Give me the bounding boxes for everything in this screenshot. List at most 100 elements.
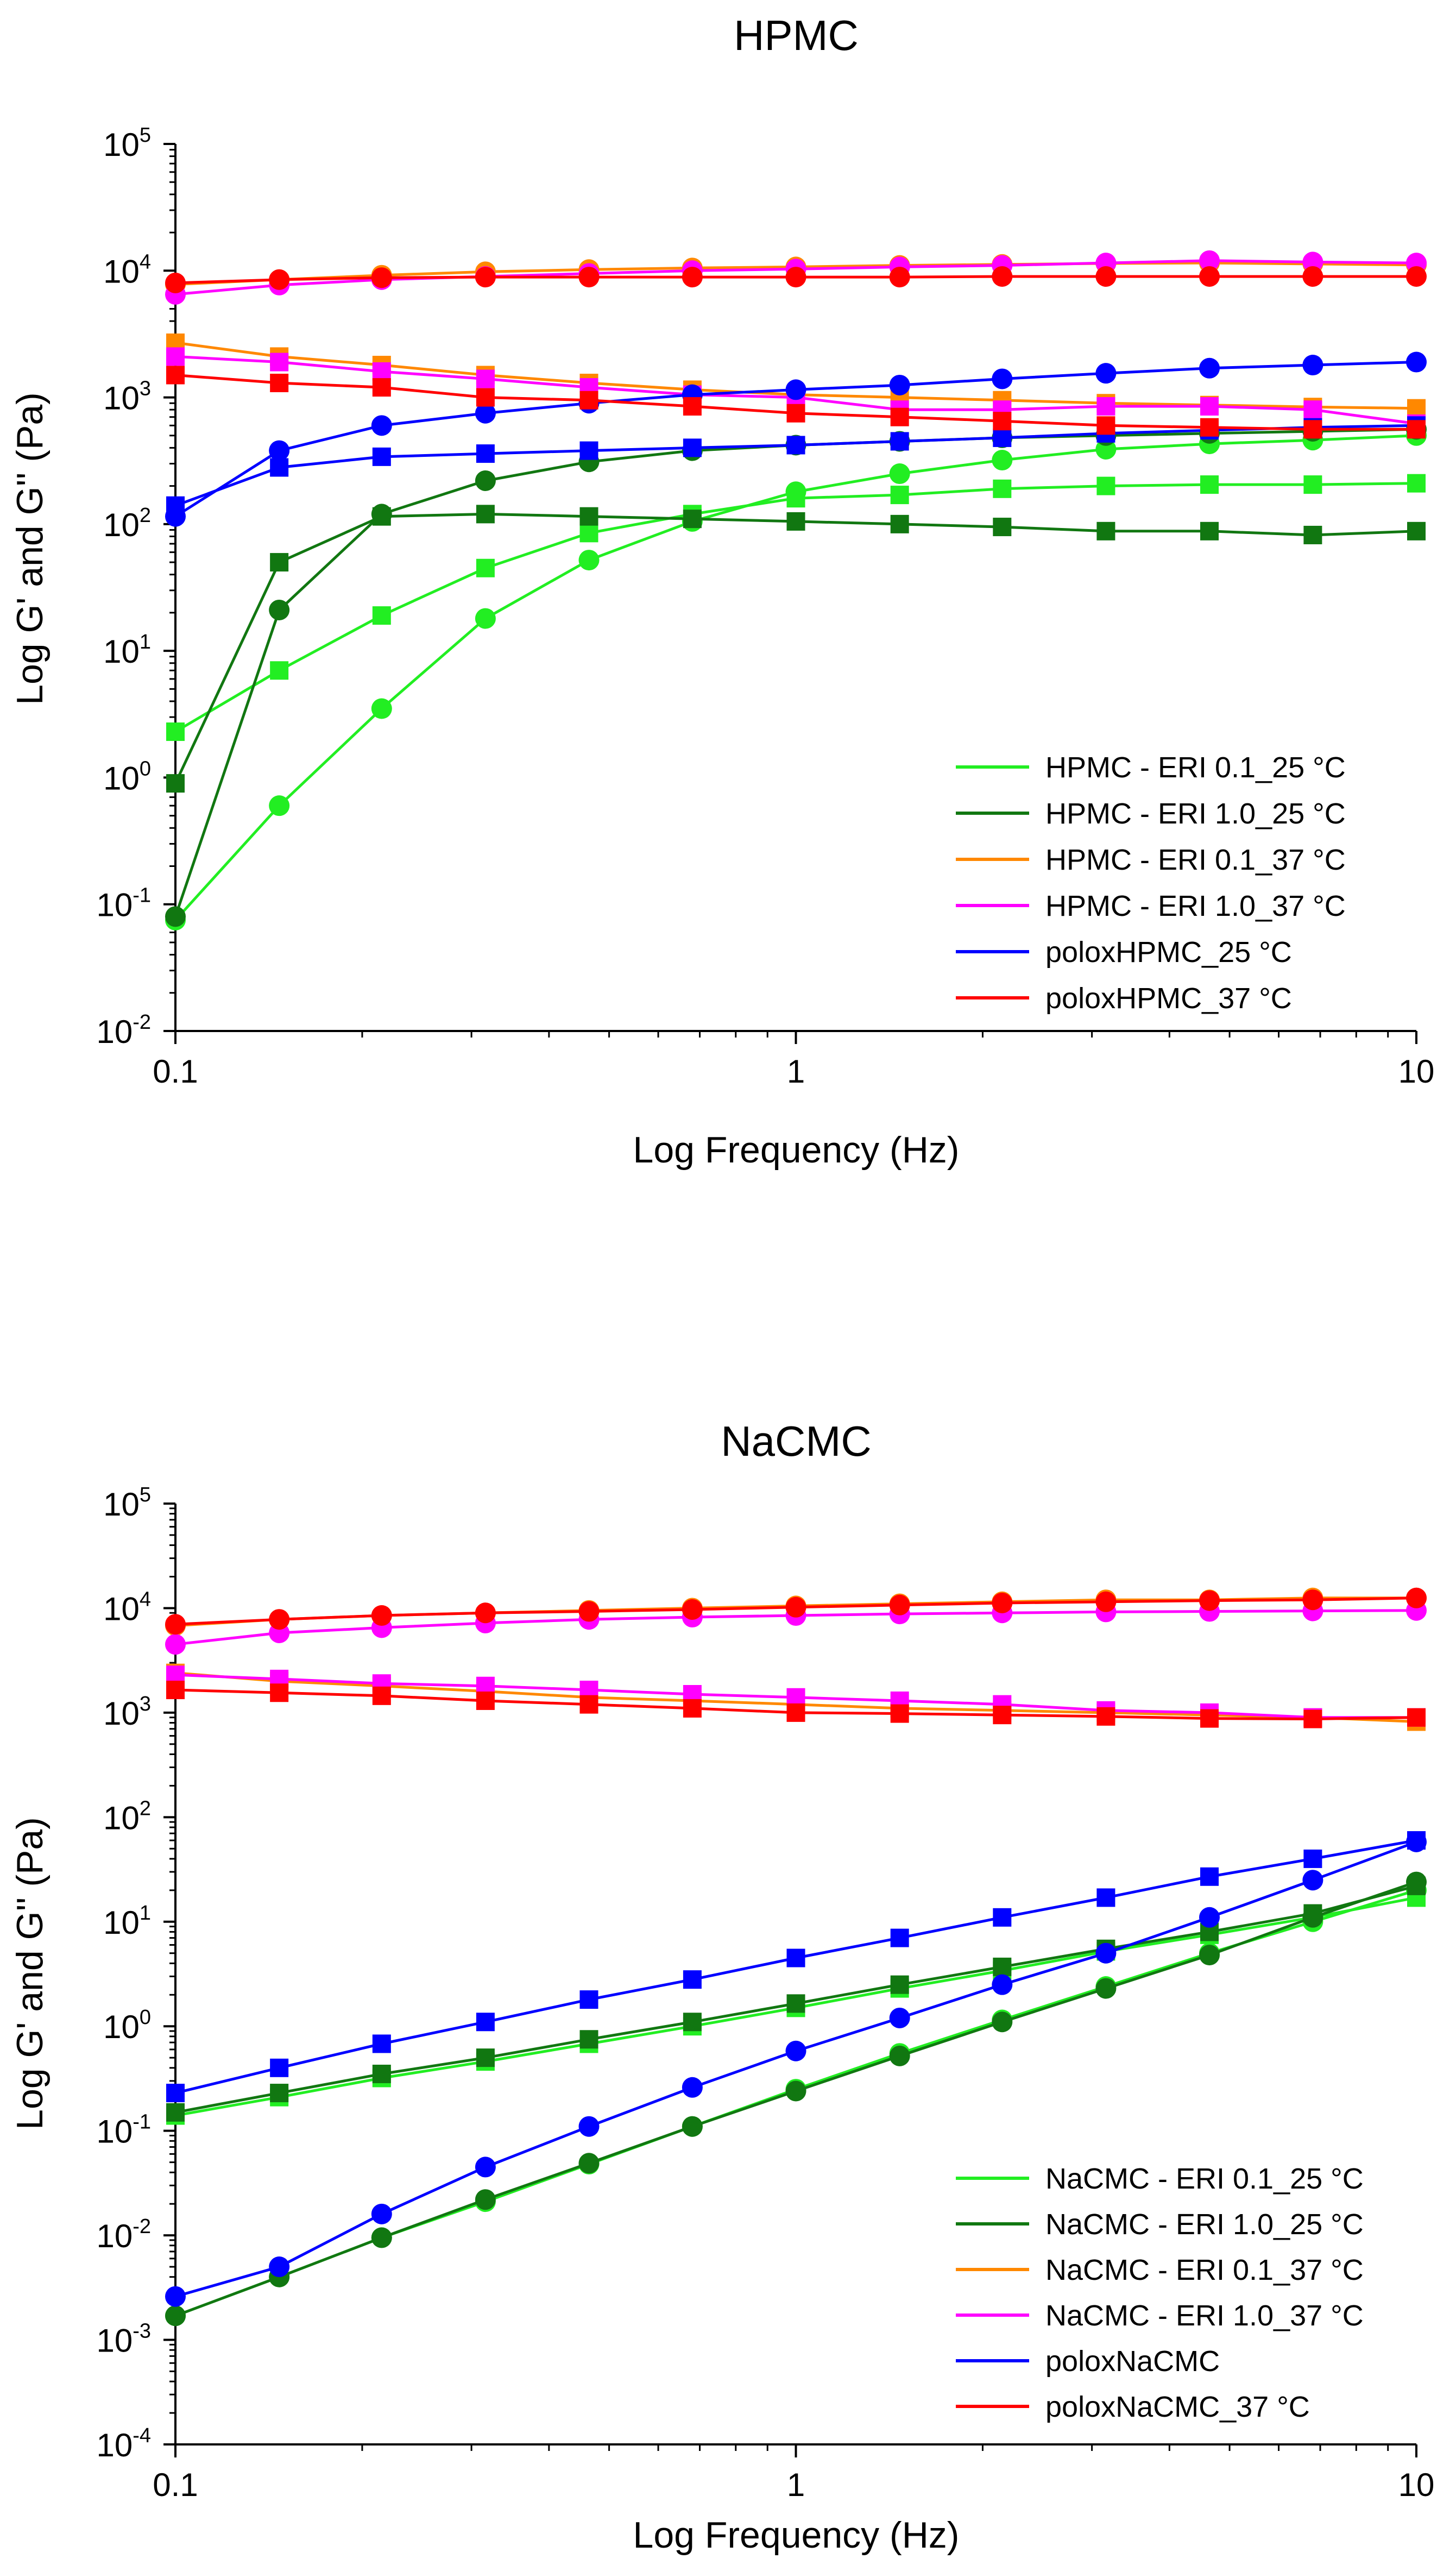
legend-label: NaCMC - ERI 0.1_37 °C (1045, 2254, 1364, 2286)
x-tick-label: 1 (787, 2467, 805, 2503)
data-point-circle (1302, 1907, 1323, 1928)
data-point-circle (992, 450, 1013, 471)
data-point-square (1096, 476, 1115, 495)
data-point-circle (371, 504, 392, 525)
data-point-circle (578, 550, 600, 571)
data-point-circle (371, 2203, 392, 2224)
data-point-square (1407, 521, 1426, 540)
data-point-circle (475, 2157, 496, 2178)
data-point-circle (785, 379, 806, 400)
legend-label: poloxHPMC_37 °C (1045, 982, 1292, 1015)
y-axis-label: Log G' and G'' (Pa) (9, 1817, 51, 2130)
data-point-circle (785, 2080, 806, 2102)
tick-labels: 10-2 10-1 100 101 102 103 104 105 0.1 1 10 (96, 124, 1434, 1090)
data-point-square (166, 366, 185, 385)
data-point-square (270, 458, 289, 477)
data-point-square (1200, 521, 1219, 540)
data-point-square (1096, 397, 1115, 416)
data-point-square (476, 2048, 495, 2067)
data-point-circle (1199, 1907, 1220, 1928)
data-point-square (993, 518, 1012, 537)
data-point-circle (371, 2227, 392, 2248)
data-point-circle (1406, 351, 1427, 373)
data-point-square (476, 505, 495, 524)
data-point-square (476, 1691, 495, 1710)
data-point-square (270, 2084, 289, 2103)
data-point-circle (1406, 266, 1427, 287)
data-point-square (476, 388, 495, 407)
data-point-circle (578, 1601, 600, 1622)
legend-label: HPMC - ERI 1.0_37 °C (1045, 890, 1346, 922)
data-point-square (1303, 400, 1322, 419)
y-tick-label: 101 (103, 1902, 151, 1941)
data-point-square (579, 507, 598, 526)
series-group (165, 250, 1427, 931)
data-point-square (166, 722, 185, 741)
data-point-square (1407, 1708, 1426, 1727)
data-point-circle (475, 1602, 496, 1624)
data-point-circle (475, 608, 496, 629)
legend-label: poloxNaCMC_37 °C (1045, 2391, 1310, 2423)
legend: NaCMC - ERI 0.1_25 °C NaCMC - ERI 1.0_25 … (956, 2162, 1364, 2423)
tick-labels: 10-4 10-3 10-2 10-1 100 101 102 103 104 105 0.1 1 10 (96, 1483, 1434, 2503)
data-point-square (993, 1908, 1012, 1927)
data-point-circle (889, 2045, 910, 2066)
data-point-square (683, 510, 702, 529)
legend: HPMC - ERI 0.1_25 °C HPMC - ERI 1.0_25 °C… (956, 751, 1346, 1015)
data-point-circle (475, 470, 496, 491)
data-point-circle (269, 440, 290, 461)
data-point-circle (475, 2189, 496, 2210)
data-point-circle (269, 1609, 290, 1630)
data-point-square (786, 404, 805, 423)
y-tick-label: 103 (103, 1693, 151, 1732)
data-point-circle (992, 1974, 1013, 1995)
data-point-square (166, 2103, 185, 2122)
data-point-square (1200, 397, 1219, 416)
series-group (165, 1587, 1427, 2327)
data-point-square (579, 391, 598, 410)
y-tick-label: 103 (103, 378, 151, 417)
data-point-square (1407, 474, 1426, 493)
y-tick-label: 10-2 (96, 2215, 151, 2254)
data-point-square (579, 1990, 598, 2009)
y-axis-label: Log G' and G'' (Pa) (9, 392, 51, 705)
x-axis-label: Log Frequency (Hz) (633, 1129, 960, 1171)
data-point-square (1096, 416, 1115, 435)
data-point-square (166, 1681, 185, 1700)
chart-panel-hpmc: HPMC Log G' and G'' (Pa) Log Frequency (… (9, 11, 1434, 1171)
series-line (174, 512, 1417, 784)
data-point-square (1096, 1888, 1115, 1907)
data-point-square (786, 436, 805, 455)
data-point-circle (1199, 1945, 1220, 1966)
data-point-square (890, 1704, 909, 1723)
data-point-circle (165, 506, 186, 527)
data-point-circle (1095, 363, 1117, 384)
data-point-circle (889, 1594, 910, 1615)
data-point-circle (1406, 1587, 1427, 1608)
data-point-square (166, 774, 185, 793)
data-point-square (372, 1686, 391, 1705)
x-axis-label: Log Frequency (Hz) (633, 2514, 960, 2556)
data-point-circle (992, 266, 1013, 287)
data-point-square (1303, 1849, 1322, 1868)
data-point-circle (1302, 355, 1323, 376)
data-point-square (372, 447, 391, 466)
y-tick-label: 105 (103, 124, 151, 163)
data-point-circle (1406, 1831, 1427, 1852)
data-point-square (270, 661, 289, 680)
data-point-circle (165, 1634, 186, 1655)
data-point-square (683, 397, 702, 416)
y-tick-label: 10-1 (96, 884, 151, 923)
data-point-square (1200, 1709, 1219, 1728)
data-point-circle (578, 267, 600, 288)
data-point-square (993, 1706, 1012, 1725)
data-point-square (993, 1957, 1012, 1976)
data-point-square (993, 412, 1012, 431)
data-point-square (786, 1703, 805, 1722)
data-point-square (579, 2030, 598, 2049)
data-point-square (1200, 418, 1219, 437)
data-point-square (270, 373, 289, 392)
data-point-square (166, 2084, 185, 2103)
chart-panel-nacmc: NaCMC Log G' and G'' (Pa) Log Frequency … (9, 1417, 1434, 2556)
data-point-circle (165, 1614, 186, 1635)
